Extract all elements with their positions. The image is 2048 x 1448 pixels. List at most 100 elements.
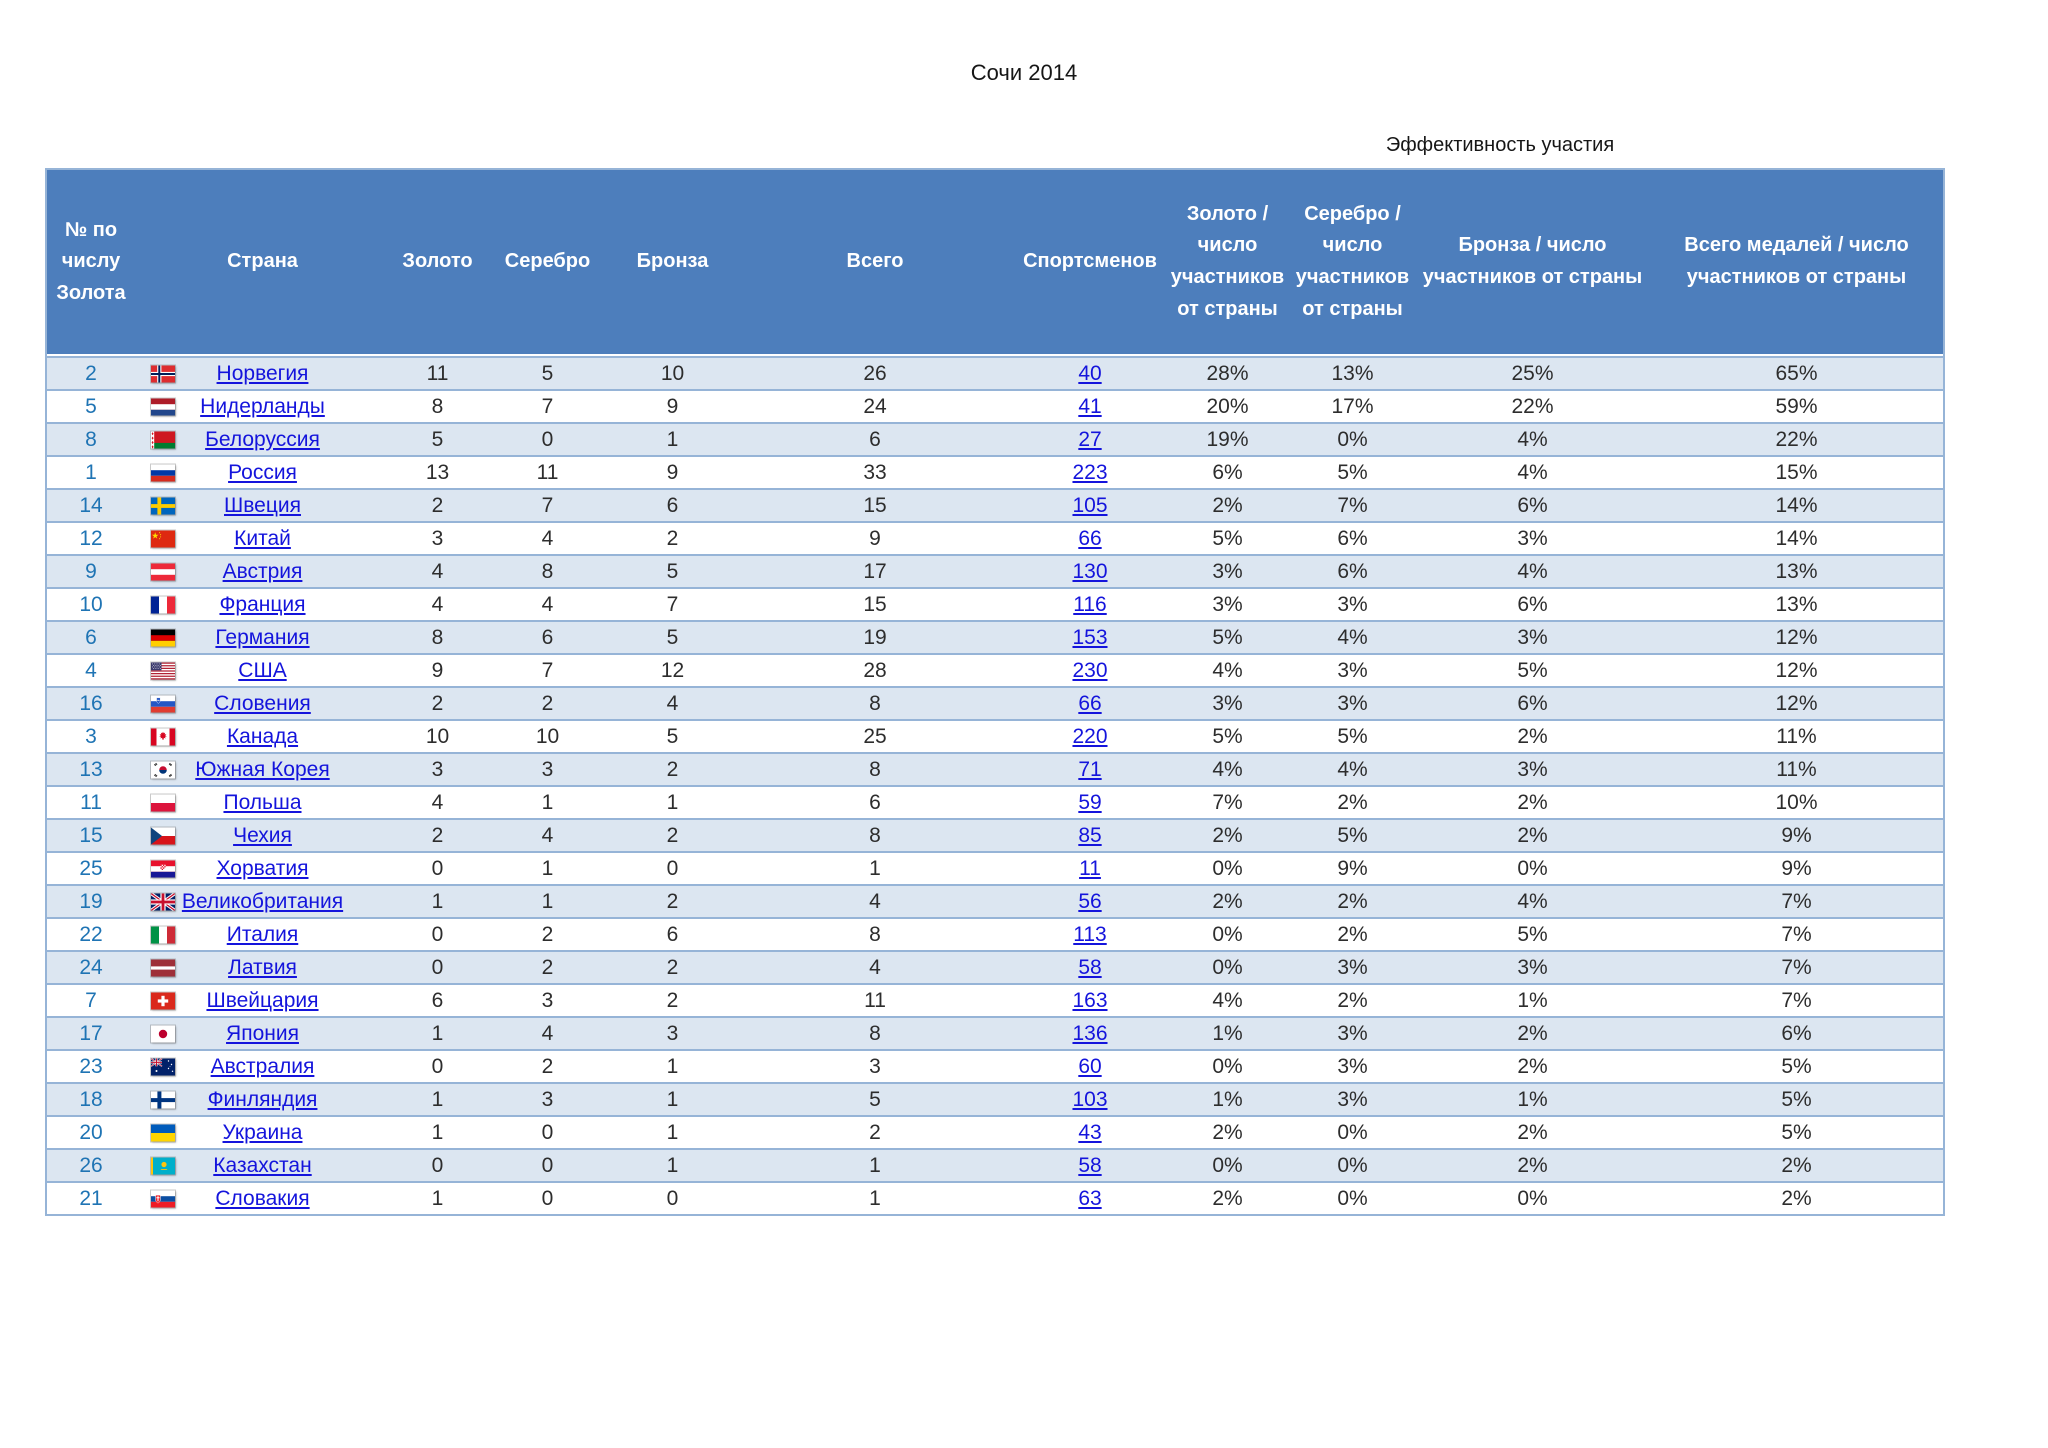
athletes-cell: 71 [1015, 752, 1165, 785]
athletes-cell: 59 [1015, 785, 1165, 818]
country-link[interactable]: Италия [226, 922, 299, 946]
total-count-cell: 19 [735, 620, 1015, 653]
bronze-count-cell: 5 [610, 620, 735, 653]
country-link[interactable]: Австралия [210, 1054, 315, 1078]
country-link[interactable]: Франция [219, 592, 306, 616]
kazakhstan-flag-icon [151, 1157, 175, 1174]
country-link[interactable]: Япония [226, 1021, 299, 1045]
athletes-link[interactable]: 85 [1078, 823, 1102, 847]
latvia-flag-icon [151, 959, 175, 976]
silver-pct-cell: 3% [1290, 1082, 1415, 1115]
athletes-link[interactable]: 223 [1072, 460, 1108, 484]
country-link[interactable]: Латвия [228, 955, 297, 979]
athletes-link[interactable]: 11 [1079, 856, 1101, 880]
total-pct-cell: 2% [1650, 1148, 1943, 1181]
athletes-link[interactable]: 56 [1078, 889, 1102, 913]
total-pct-cell: 5% [1650, 1049, 1943, 1082]
rank-cell: 18 [47, 1082, 135, 1115]
australia-flag-icon [151, 1058, 175, 1075]
athletes-link[interactable]: 136 [1072, 1021, 1108, 1045]
bronze-pct-cell: 3% [1415, 620, 1650, 653]
athletes-link[interactable]: 58 [1078, 955, 1102, 979]
country-link[interactable]: Великобритания [181, 889, 344, 913]
athletes-link[interactable]: 58 [1078, 1153, 1102, 1177]
country-link[interactable]: Украина [222, 1120, 303, 1144]
gold-count-cell: 11 [390, 356, 485, 389]
athletes-link[interactable]: 153 [1072, 625, 1108, 649]
total-count-cell: 6 [735, 422, 1015, 455]
country-cell: Франция [135, 587, 390, 620]
rank-cell: 6 [47, 620, 135, 653]
silver-count-cell: 4 [485, 587, 610, 620]
country-link[interactable]: Канада [226, 724, 299, 748]
athletes-link[interactable]: 163 [1072, 988, 1108, 1012]
country-link[interactable]: Южная Корея [195, 757, 330, 781]
gold-pct-cell: 4% [1165, 983, 1290, 1016]
country-link[interactable]: Чехия [233, 823, 292, 847]
total-pct-cell: 13% [1650, 554, 1943, 587]
total-pct-cell: 7% [1650, 983, 1943, 1016]
country-link[interactable]: Белоруссия [205, 427, 320, 451]
bronze-count-cell: 1 [610, 1115, 735, 1148]
gold-pct-cell: 0% [1165, 917, 1290, 950]
athletes-link[interactable]: 60 [1078, 1054, 1102, 1078]
country-link[interactable]: Хорватия [216, 856, 309, 880]
athletes-link[interactable]: 40 [1078, 361, 1102, 385]
athletes-link[interactable]: 103 [1072, 1087, 1108, 1111]
country-link[interactable]: Австрия [222, 559, 303, 583]
country-link[interactable]: Нидерланды [200, 394, 325, 418]
athletes-link[interactable]: 130 [1072, 559, 1108, 583]
total-count-cell: 11 [735, 983, 1015, 1016]
athletes-link[interactable]: 220 [1072, 724, 1108, 748]
rank-cell: 12 [47, 521, 135, 554]
bronze-count-cell: 2 [610, 752, 735, 785]
uk-flag-icon [151, 893, 175, 910]
country-link[interactable]: Казахстан [213, 1153, 312, 1177]
athletes-link[interactable]: 71 [1078, 757, 1102, 781]
country-link[interactable]: Швейцария [206, 988, 319, 1012]
athletes-link[interactable]: 59 [1078, 790, 1102, 814]
athletes-link[interactable]: 116 [1073, 592, 1107, 616]
country-link[interactable]: Норвегия [216, 361, 309, 385]
bronze-pct-cell: 2% [1415, 785, 1650, 818]
athletes-cell: 220 [1015, 719, 1165, 752]
country-link[interactable]: Польша [223, 790, 302, 814]
athletes-link[interactable]: 63 [1078, 1186, 1102, 1210]
table-row: 7 Швейцария 6 3 2 11 163 4% 2% 1% 7% [47, 983, 1943, 1016]
silver-count-cell: 2 [485, 950, 610, 983]
belarus-flag-icon [151, 431, 175, 448]
country-link[interactable]: Россия [228, 460, 297, 484]
total-pct-cell: 7% [1650, 884, 1943, 917]
gold-count-cell: 0 [390, 917, 485, 950]
country-link[interactable]: Финляндия [207, 1087, 318, 1111]
total-count-cell: 8 [735, 917, 1015, 950]
athletes-cell: 103 [1015, 1082, 1165, 1115]
country-link[interactable]: Китай [234, 526, 291, 550]
silver-count-cell: 0 [485, 1148, 610, 1181]
bronze-count-cell: 5 [610, 554, 735, 587]
country-cell: Китай [135, 521, 390, 554]
country-link[interactable]: Швеция [224, 493, 301, 517]
country-link[interactable]: США [238, 658, 287, 682]
athletes-link[interactable]: 41 [1078, 394, 1102, 418]
silver-pct-cell: 0% [1290, 422, 1415, 455]
country-link[interactable]: Словакия [215, 1186, 310, 1210]
section-label: Эффективность участия [1385, 134, 1615, 156]
bronze-pct-cell: 6% [1415, 488, 1650, 521]
total-pct-cell: 15% [1650, 455, 1943, 488]
table-row: 11 Польша 4 1 1 6 59 7% 2% 2% 10% [47, 785, 1943, 818]
country-cell: Белоруссия [135, 422, 390, 455]
athletes-link[interactable]: 113 [1073, 922, 1107, 946]
athletes-cell: 66 [1015, 521, 1165, 554]
country-link[interactable]: Германия [215, 625, 310, 649]
gold-pct-cell: 2% [1165, 818, 1290, 851]
athletes-link[interactable]: 66 [1078, 526, 1102, 550]
athletes-link[interactable]: 27 [1078, 427, 1102, 451]
athletes-link[interactable]: 43 [1078, 1120, 1102, 1144]
country-link[interactable]: Словения [214, 691, 311, 715]
athletes-link[interactable]: 66 [1078, 691, 1102, 715]
athletes-link[interactable]: 230 [1072, 658, 1108, 682]
bronze-pct-cell: 25% [1415, 356, 1650, 389]
column-header-bronze_pct: Бронза / число участников от страны [1415, 170, 1650, 356]
athletes-link[interactable]: 105 [1072, 493, 1108, 517]
